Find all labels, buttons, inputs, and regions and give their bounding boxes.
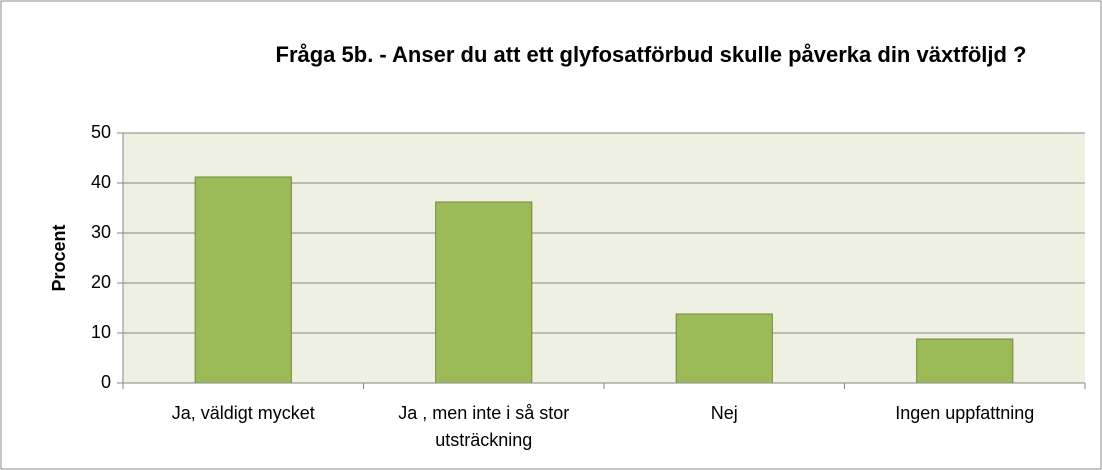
x-tick-label: Ingen uppfattning — [895, 403, 1035, 423]
bar — [194, 176, 292, 384]
x-tick-label: Ja, väldigt mycket — [171, 403, 315, 423]
bar — [435, 201, 533, 384]
y-axis-label: Procent — [49, 224, 69, 291]
y-tick-label: 0 — [101, 372, 111, 392]
y-tick-label: 30 — [91, 222, 111, 242]
bar — [675, 313, 773, 384]
y-tick-label: 40 — [91, 172, 111, 192]
chart-title: Fråga 5b. - Anser du att ett glyfosatför… — [275, 42, 1027, 67]
y-tick-label: 20 — [91, 272, 111, 292]
y-tick-label: 50 — [91, 122, 111, 142]
y-tick-label: 10 — [91, 322, 111, 342]
bar — [916, 338, 1014, 384]
x-tick-label: Nej — [710, 403, 738, 423]
x-tick-label: Ja , men inte i så stor utsträckning — [398, 403, 570, 450]
